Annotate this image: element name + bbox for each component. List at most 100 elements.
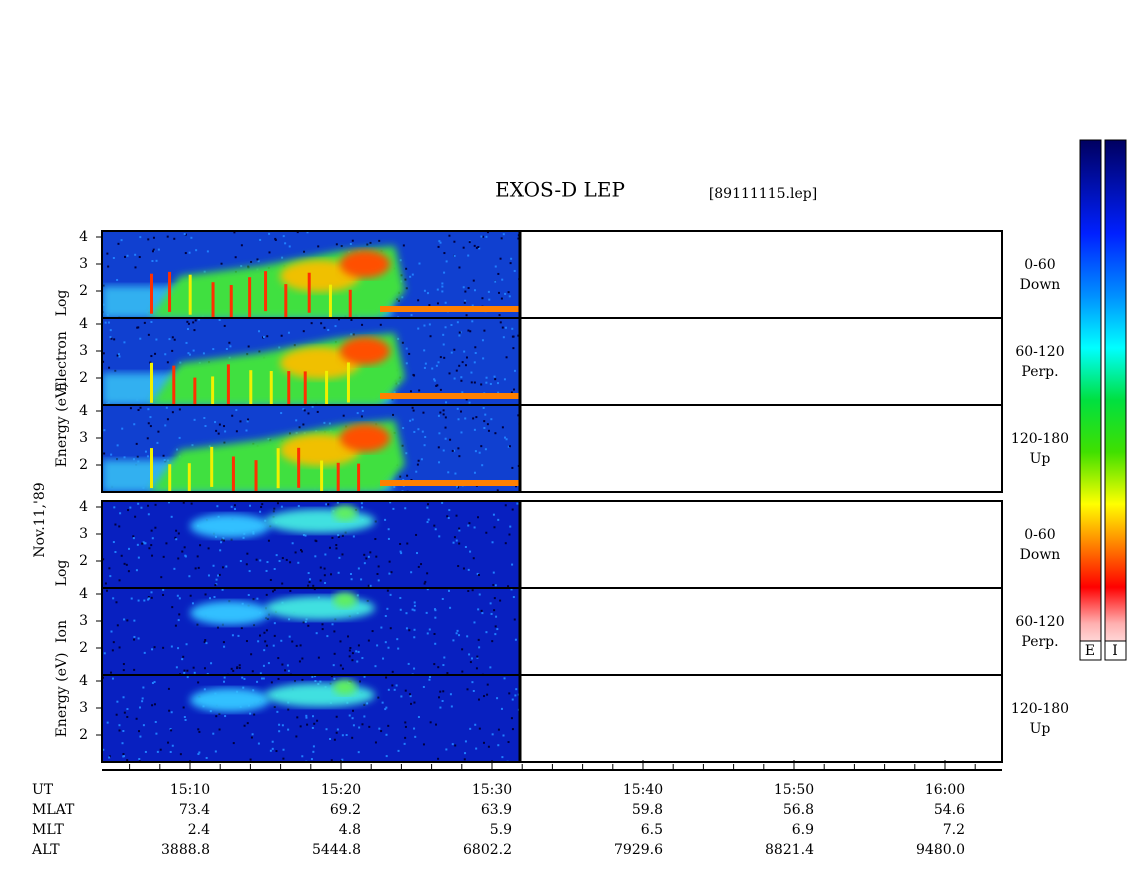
noise xyxy=(423,289,426,292)
noise xyxy=(319,680,322,683)
noise xyxy=(494,432,497,435)
noise xyxy=(426,632,429,635)
noise xyxy=(397,337,400,340)
noise xyxy=(127,509,130,512)
noise xyxy=(472,279,475,282)
noise xyxy=(315,632,318,635)
noise xyxy=(425,611,428,614)
noise xyxy=(122,730,125,733)
noise xyxy=(426,572,429,575)
noise xyxy=(412,409,415,412)
noise xyxy=(341,553,344,556)
noise xyxy=(122,669,125,672)
noise xyxy=(280,639,283,642)
noise xyxy=(133,423,136,426)
axis-label: Electron xyxy=(54,331,70,392)
noise xyxy=(399,475,402,478)
stripe xyxy=(210,446,214,487)
noise xyxy=(183,669,186,672)
noise xyxy=(464,290,467,293)
noise xyxy=(334,325,337,328)
noise xyxy=(376,644,379,647)
noise xyxy=(194,319,197,322)
noise xyxy=(305,714,308,717)
noise xyxy=(162,555,165,558)
noise xyxy=(422,411,425,414)
noise xyxy=(265,629,268,632)
ephemeris-value: 73.4 xyxy=(179,802,210,818)
noise xyxy=(393,485,396,488)
noise xyxy=(256,258,259,261)
noise xyxy=(178,597,181,600)
noise xyxy=(225,565,228,568)
noise xyxy=(437,696,440,699)
noise xyxy=(404,725,407,728)
noise xyxy=(400,695,403,698)
noise xyxy=(341,667,344,670)
noise xyxy=(361,657,364,660)
noise xyxy=(236,666,239,669)
noise xyxy=(401,341,404,344)
stripe xyxy=(150,273,153,314)
noise xyxy=(497,291,500,294)
noise xyxy=(230,505,233,508)
noise xyxy=(114,369,117,372)
noise xyxy=(102,558,105,561)
noise xyxy=(150,544,153,547)
noise xyxy=(439,356,442,359)
noise xyxy=(349,573,352,576)
ephemeris-label: ALT xyxy=(31,842,60,858)
noise xyxy=(154,352,157,355)
noise xyxy=(486,693,489,696)
blob xyxy=(333,505,357,521)
noise xyxy=(481,339,484,342)
noise xyxy=(365,557,368,560)
noise xyxy=(276,502,279,505)
noise xyxy=(385,755,388,758)
noise xyxy=(366,599,369,602)
noise xyxy=(415,470,418,473)
noise xyxy=(450,351,453,354)
noise xyxy=(461,670,464,673)
time-tick-label: 16:00 xyxy=(925,782,965,798)
stripe xyxy=(284,284,288,318)
noise xyxy=(274,238,277,241)
noise xyxy=(426,506,429,509)
noise xyxy=(120,239,123,242)
blob xyxy=(265,509,375,533)
noise xyxy=(272,510,275,513)
noise xyxy=(434,528,437,531)
panel-direction: Up xyxy=(1030,721,1051,737)
noise xyxy=(277,657,280,660)
noise xyxy=(186,676,189,679)
spectrogram xyxy=(102,675,520,762)
noise xyxy=(188,251,191,254)
noise xyxy=(240,244,243,247)
noise xyxy=(137,637,140,640)
noise xyxy=(474,352,477,355)
noise xyxy=(466,688,469,691)
noise xyxy=(143,321,146,324)
noise xyxy=(168,501,171,504)
ephemeris-value: 5444.8 xyxy=(312,842,361,858)
noise xyxy=(449,438,452,441)
noise xyxy=(381,701,384,704)
noise xyxy=(411,418,414,421)
noise xyxy=(352,535,355,538)
noise xyxy=(443,252,446,255)
noise xyxy=(144,750,147,753)
noise xyxy=(112,256,115,259)
noise xyxy=(378,239,381,242)
noise xyxy=(484,448,487,451)
noise xyxy=(239,560,242,563)
noise xyxy=(411,273,414,276)
noise xyxy=(154,526,157,529)
noise xyxy=(203,640,206,643)
noise xyxy=(330,759,333,762)
noise xyxy=(410,314,413,317)
noise xyxy=(274,237,277,240)
noise xyxy=(494,378,497,381)
noise xyxy=(513,388,516,391)
noise xyxy=(272,644,275,647)
noise xyxy=(413,430,416,433)
